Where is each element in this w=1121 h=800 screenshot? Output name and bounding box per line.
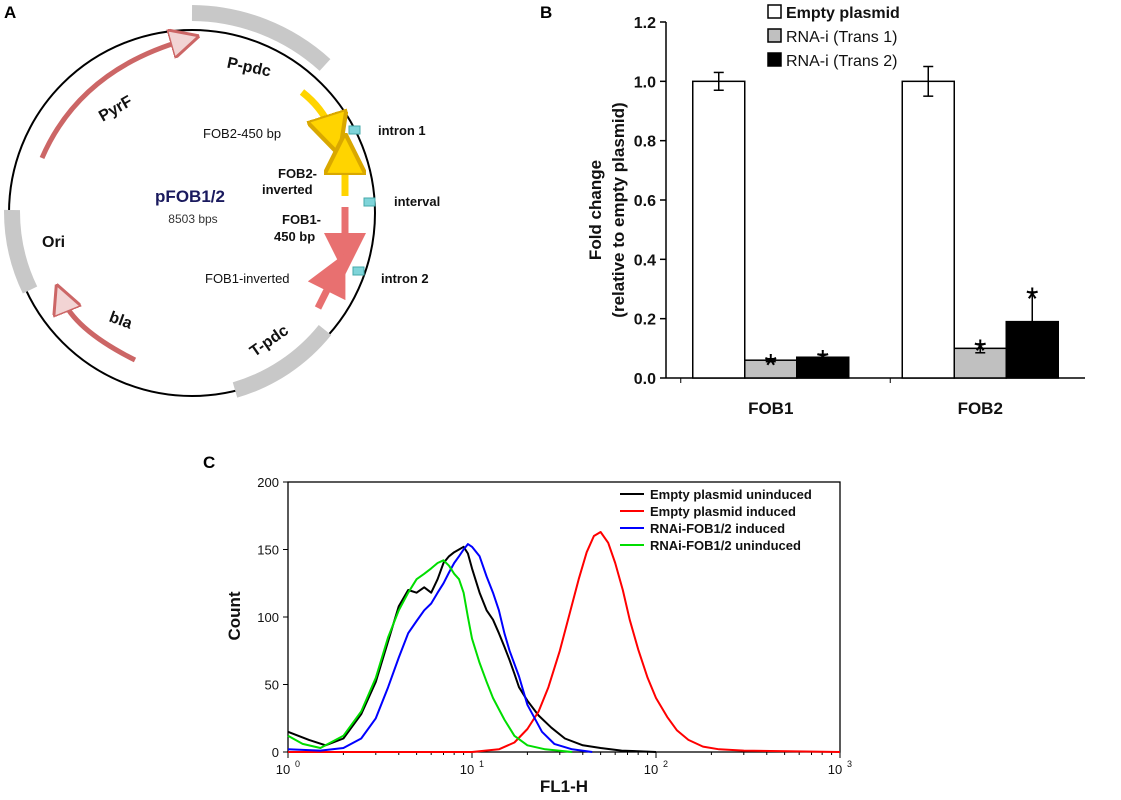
hist-series-line <box>287 543 593 753</box>
plasmid-name: pFOB1/2 <box>155 187 225 206</box>
fob2-inverted-label-line1: FOB2- <box>278 166 317 181</box>
hist-x-tick-label: 10 <box>276 762 290 777</box>
ppdc-label: P-pdc <box>225 55 272 81</box>
legend-swatch <box>767 52 782 67</box>
significance-asterisk: * <box>817 343 829 379</box>
hist-legend-label: Empty plasmid uninduced <box>650 487 812 502</box>
bar-legend: Empty plasmid RNA-i (Trans 1) RNA-i (Trans… <box>767 4 900 70</box>
hist-x-tick-label: 10 <box>460 762 474 777</box>
hist-legend-label: RNAi-FOB1/2 induced <box>650 521 785 536</box>
bar-y-tick-label: 0.6 <box>634 193 656 210</box>
hist-legend: Empty plasmid uninduced Empty plasmid ind… <box>620 487 812 553</box>
bar-y-tick-label: 0.8 <box>634 134 656 151</box>
pyrf-label: PyrF <box>96 93 136 126</box>
hist-x-tick-label: 10 <box>644 762 658 777</box>
tpdc-segment <box>232 324 332 398</box>
bar-category-label: FOB2 <box>958 399 1003 418</box>
legend-swatch <box>767 4 782 19</box>
bla-arrow <box>62 298 137 363</box>
significance-asterisk: * <box>765 348 777 384</box>
tpdc-label: T-pdc <box>247 322 292 360</box>
panel-c-label: C <box>203 453 215 472</box>
hist-y-tick-label: 100 <box>257 610 279 625</box>
fob1-450-label-line2: 450 bp <box>274 229 315 244</box>
bar-y-tick-label: 0.2 <box>634 312 656 329</box>
legend-label: Empty plasmid <box>786 5 900 22</box>
legend-label: RNA-i (Trans 1) <box>786 29 897 46</box>
hist-ylabel: Count <box>225 591 244 640</box>
bar-axes: 0.0 0.2 0.4 0.6 0.8 1.0 1.2 FOB1 FOB2 <box>634 15 1085 418</box>
panel-a-plasmid-map: A PyrF P-pdc Ori bla T-pdc pFOB1/2 8503 … <box>3 3 440 398</box>
bar-category-label: FOB1 <box>748 399 793 418</box>
ori-label: Ori <box>42 234 65 251</box>
hist-y-tick-label: 150 <box>257 543 279 558</box>
legend-swatch <box>767 28 782 43</box>
fob2-450-label: FOB2-450 bp <box>203 126 281 141</box>
hist-y-tick-label: 0 <box>272 745 279 760</box>
hist-x-tick-exponent: 3 <box>847 759 852 769</box>
bar-y-tick-label: 1.2 <box>634 15 656 32</box>
bar-y-tick-label: 0.4 <box>634 252 656 269</box>
bar-y-tick-label: 1.0 <box>634 74 656 91</box>
hist-series <box>287 531 841 753</box>
fob1-inverted-label: FOB1-inverted <box>205 271 290 286</box>
significance-asterisk: * <box>974 333 986 369</box>
significance-asterisk: * <box>1026 281 1038 317</box>
plasmid-size: 8503 bps <box>168 212 217 226</box>
panel-b-label: B <box>540 3 552 22</box>
bar-series: * * * * <box>692 65 1059 384</box>
hist-y-tick-label: 200 <box>257 475 279 490</box>
hist-y-tick-label: 50 <box>265 678 279 693</box>
hist-x-tick-exponent: 2 <box>663 759 668 769</box>
fob2-inverted-label-line2: inverted <box>262 182 313 197</box>
fob1-inverted-arrow <box>307 253 346 310</box>
intron1-label: intron 1 <box>378 123 426 138</box>
bla-label: bla <box>107 309 135 333</box>
hist-legend-label: Empty plasmid induced <box>650 504 796 519</box>
interval-label: interval <box>394 194 440 209</box>
hist-series-line <box>287 545 657 753</box>
ori-segment <box>3 209 38 294</box>
ppdc-segment <box>191 5 331 71</box>
intron2-marker <box>352 266 365 276</box>
panel-b-bar-chart: B Fold change (relative to empty plasmid… <box>540 3 1085 418</box>
fob2-450-arrow <box>299 89 333 135</box>
hist-legend-label: RNAi-FOB1/2 uninduced <box>650 538 801 553</box>
fob1-450-label-line1: FOB1- <box>282 212 321 227</box>
hist-series-line <box>288 531 841 753</box>
hist-x-tick-exponent: 0 <box>295 759 300 769</box>
bar-ylabel-line2: (relative to empty plasmid) <box>609 102 628 317</box>
intron2-label: intron 2 <box>381 271 429 286</box>
interval-marker <box>363 197 376 207</box>
pyrf-arrow <box>39 40 185 159</box>
bar-ylabel-line1: Fold change <box>586 160 605 260</box>
hist-x-tick-label: 10 <box>828 762 842 777</box>
intron1-marker <box>348 125 361 135</box>
bar <box>901 80 955 379</box>
hist-x-tick-exponent: 1 <box>479 759 484 769</box>
legend-label: RNA-i (Trans 2) <box>786 53 897 70</box>
hist-series-line <box>287 559 573 753</box>
bar-y-tick-label: 0.0 <box>634 371 656 388</box>
hist-xlabel: FL1-H <box>540 777 588 796</box>
bar <box>692 80 746 379</box>
panel-a-label: A <box>4 3 16 22</box>
